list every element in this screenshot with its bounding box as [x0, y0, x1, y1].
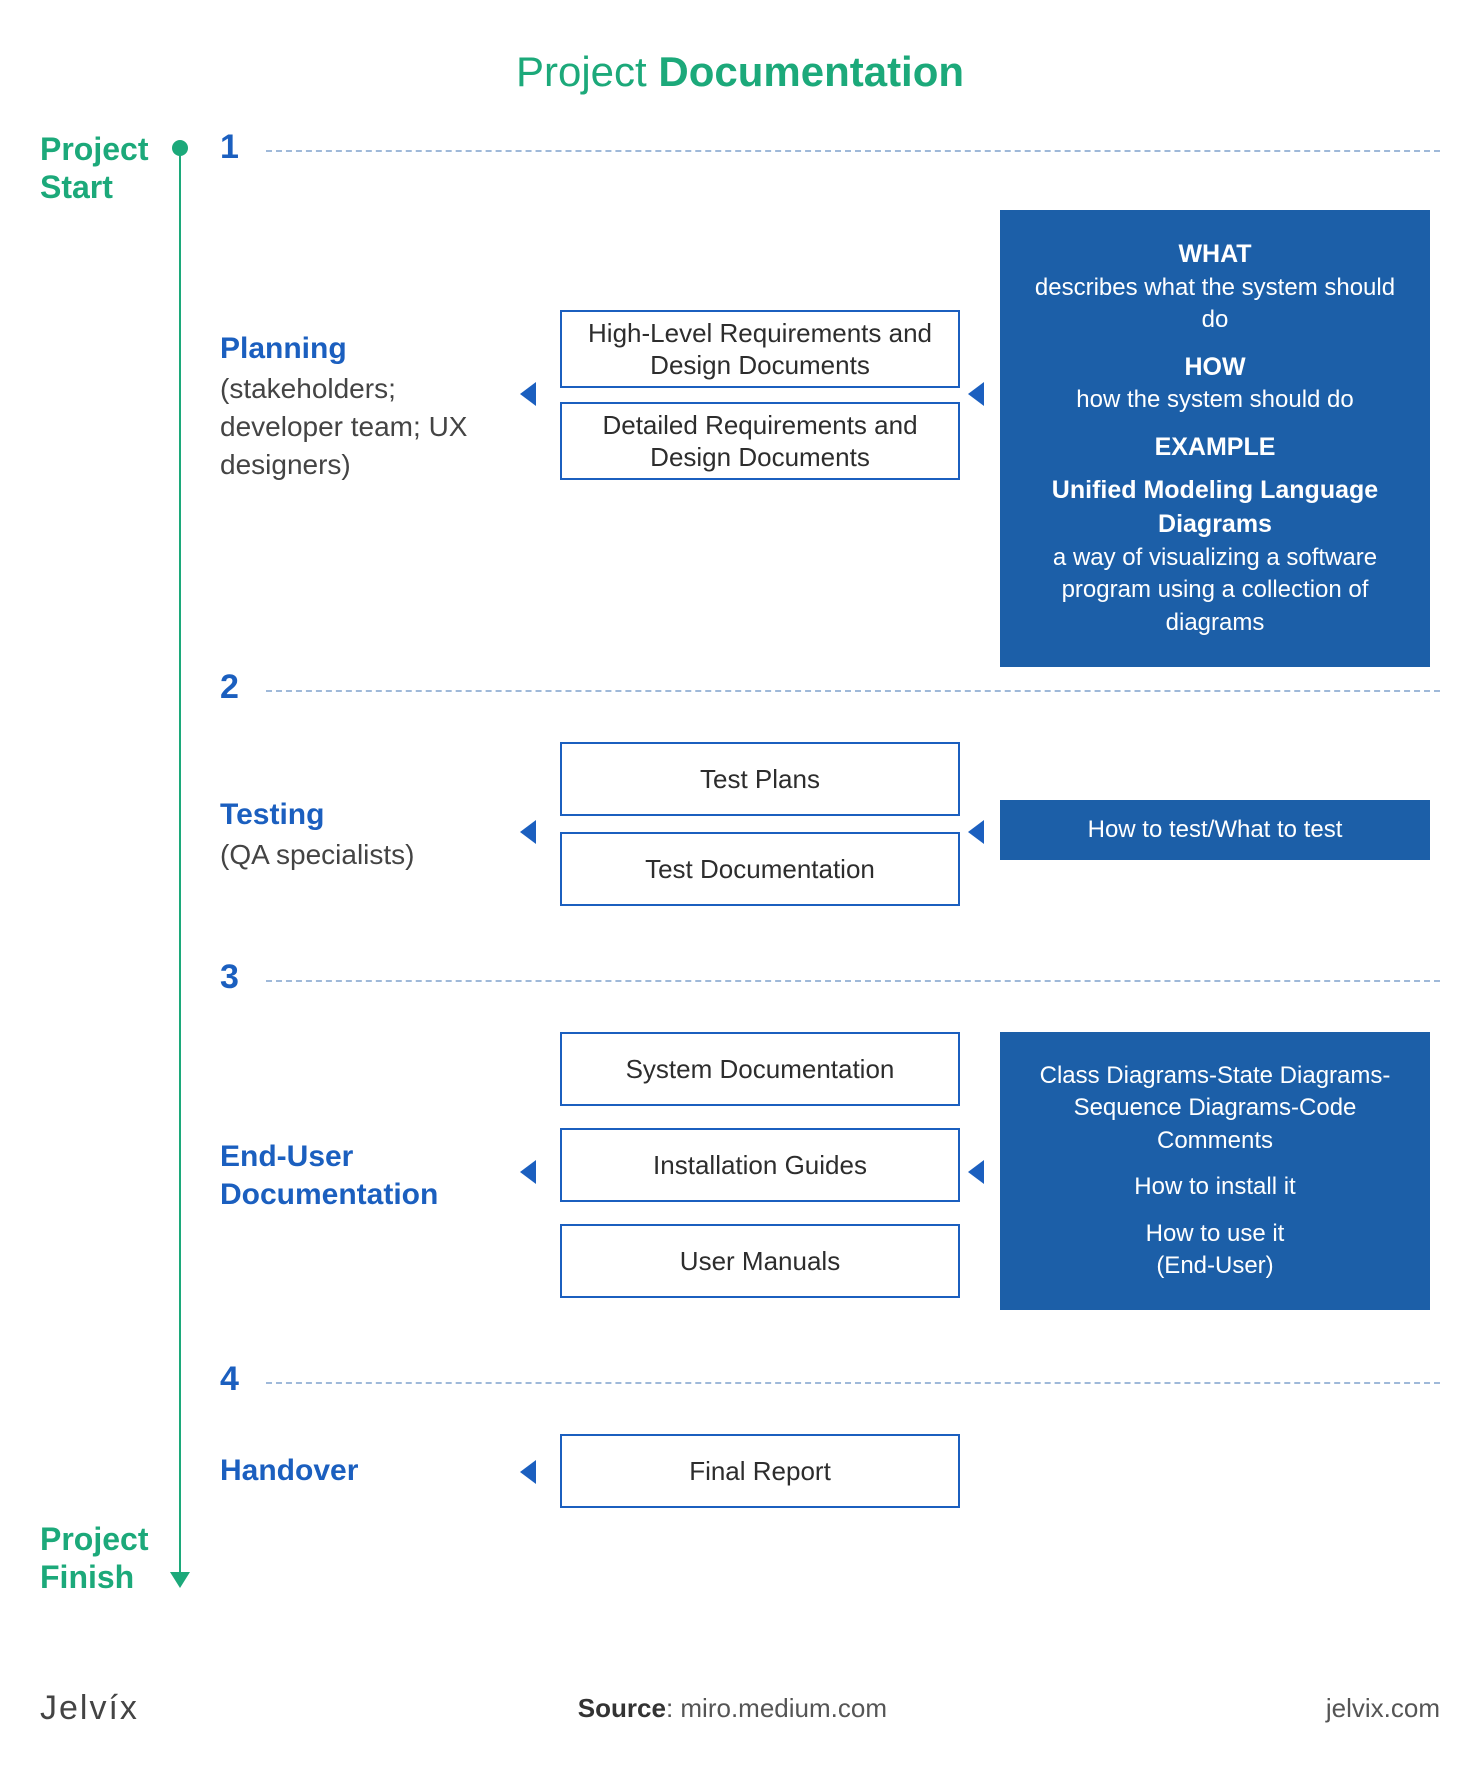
- source-value: : miro.medium.com: [666, 1693, 887, 1723]
- source-label: Source: [578, 1693, 666, 1723]
- section-number: 4: [220, 1360, 239, 1399]
- arrow-left-icon: [968, 1160, 984, 1184]
- info-text: a way of visualizing a software program …: [1024, 542, 1406, 639]
- document-box: User Manuals: [560, 1224, 960, 1298]
- arrow-left-icon: [520, 1460, 536, 1484]
- info-text: How to install it: [1024, 1171, 1406, 1203]
- timeline-end-arrow: [170, 1572, 190, 1588]
- document-box: Final Report: [560, 1434, 960, 1508]
- stage-title: Testing: [220, 796, 500, 834]
- info-heading: WHAT: [1024, 238, 1406, 272]
- stage-subtitle: (stakeholders; developer team; UX design…: [220, 370, 520, 483]
- section-number: 3: [220, 958, 239, 997]
- info-text: How to test/What to test: [1088, 814, 1343, 846]
- info-text: Class Diagrams-State Diagrams-Sequence D…: [1024, 1060, 1406, 1157]
- logo: Jelvíx: [40, 1689, 139, 1728]
- info-text: describes what the system should do: [1024, 272, 1406, 337]
- section-number: 1: [220, 128, 239, 167]
- project-start-label: Project Start: [40, 130, 148, 207]
- stage-subtitle: (QA specialists): [220, 836, 520, 874]
- info-text: how the system should do: [1024, 384, 1406, 416]
- section-divider: [266, 980, 1440, 982]
- info-heading: HOW: [1024, 351, 1406, 385]
- arrow-left-icon: [520, 1160, 536, 1184]
- arrow-left-icon: [520, 382, 536, 406]
- document-box: Test Documentation: [560, 832, 960, 906]
- info-panel: Class Diagrams-State Diagrams-Sequence D…: [1000, 1032, 1430, 1310]
- page-title: Project Documentation: [0, 0, 1480, 96]
- section-divider: [266, 1382, 1440, 1384]
- info-heading: Unified Modeling Language Diagrams: [1024, 474, 1406, 542]
- info-panel: WHATdescribes what the system should do H…: [1000, 210, 1430, 667]
- section-number: 2: [220, 668, 239, 707]
- section-divider: [266, 690, 1440, 692]
- document-box: Installation Guides: [560, 1128, 960, 1202]
- stage-title: End-User Documentation: [220, 1138, 500, 1213]
- info-heading: EXAMPLE: [1024, 431, 1406, 465]
- timeline-line: [179, 148, 181, 1578]
- info-text: How to use it (End-User): [1024, 1218, 1406, 1283]
- title-light: Project: [516, 48, 658, 95]
- document-box: Test Plans: [560, 742, 960, 816]
- diagram-canvas: Project Start Project Finish 1 Planning(s…: [40, 120, 1440, 1648]
- arrow-left-icon: [968, 820, 984, 844]
- info-panel: How to test/What to test: [1000, 800, 1430, 860]
- document-box: High-Level Requirements and Design Docum…: [560, 310, 960, 388]
- section-divider: [266, 150, 1440, 152]
- arrow-left-icon: [968, 382, 984, 406]
- stage-title: Handover: [220, 1452, 500, 1490]
- title-bold: Documentation: [658, 48, 964, 95]
- source-credit: Source: miro.medium.com: [578, 1693, 887, 1724]
- project-finish-label: Project Finish: [40, 1520, 148, 1597]
- arrow-left-icon: [520, 820, 536, 844]
- stage-title: Planning: [220, 330, 500, 368]
- site-url: jelvix.com: [1326, 1693, 1440, 1724]
- document-box: Detailed Requirements and Design Documen…: [560, 402, 960, 480]
- document-box: System Documentation: [560, 1032, 960, 1106]
- footer: Jelvíx Source: miro.medium.com jelvix.co…: [0, 1689, 1480, 1728]
